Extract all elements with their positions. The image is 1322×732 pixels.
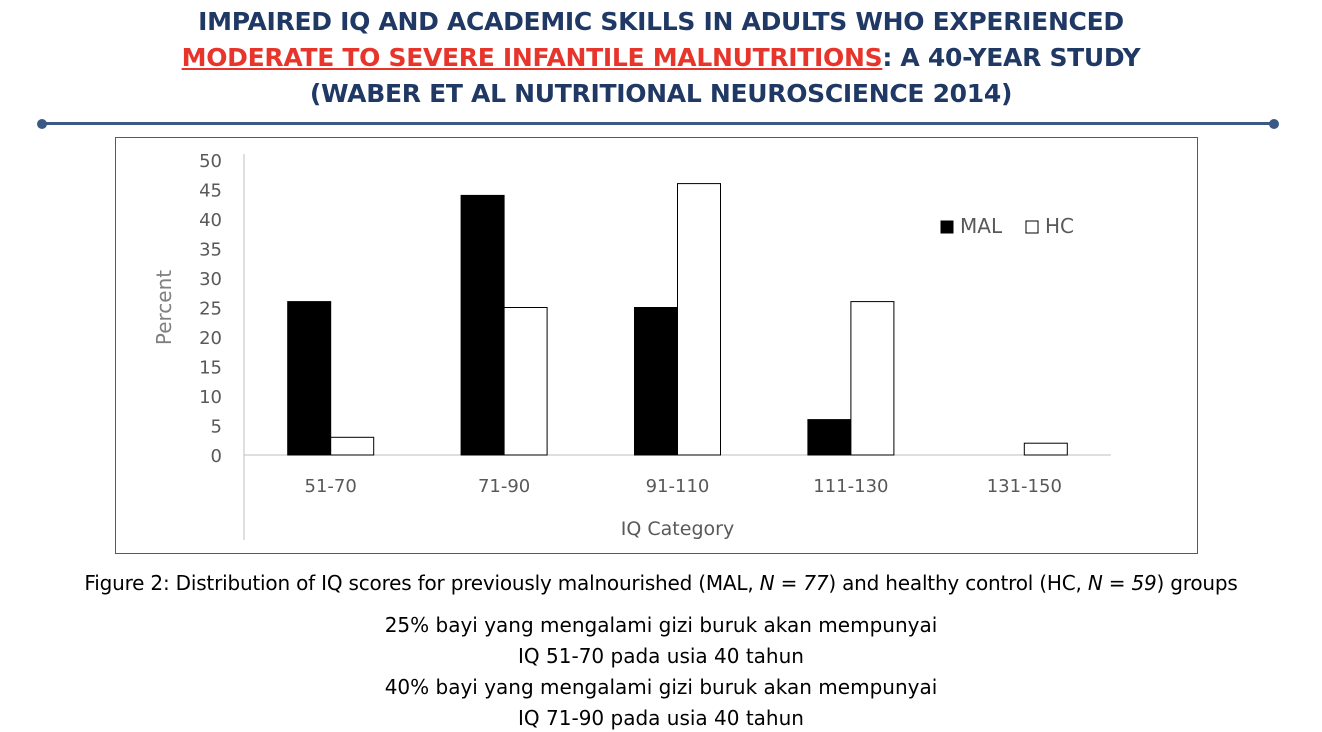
title-line-3: (WABER ET AL NUTRITIONAL NEUROSCIENCE 20… <box>309 79 1013 108</box>
y-tick-label: 0 <box>211 446 222 467</box>
y-tick-label: 15 <box>199 358 222 379</box>
title-line-1: IMPAIRED IQ AND ACADEMIC SKILLS IN ADULT… <box>198 7 1124 36</box>
y-tick-label: 5 <box>211 417 222 438</box>
caption-part-3: ) groups <box>1156 571 1238 595</box>
note-line-4: IQ 71-90 pada usia 40 tahun <box>518 706 804 730</box>
title-line-2-suffix: : A 40-YEAR STUDY <box>882 43 1141 72</box>
bar-mal <box>287 301 332 456</box>
legend-swatch-hc <box>1025 220 1039 234</box>
bar-hc <box>330 436 375 456</box>
divider-right-dot <box>1269 119 1279 129</box>
y-tick-label: 25 <box>199 299 222 320</box>
legend-swatch-mal <box>940 220 954 234</box>
y-tick-label: 45 <box>199 181 222 202</box>
x-tick-label: 51-70 <box>305 476 357 497</box>
y-tick-label: 20 <box>199 328 222 349</box>
bar-hc <box>503 307 548 456</box>
bar-hc <box>677 183 721 456</box>
divider-left-dot <box>37 119 47 129</box>
y-tick-label: 30 <box>199 269 222 290</box>
y-tick-label: 40 <box>199 210 222 231</box>
figure-caption: Figure 2: Distribution of IQ scores for … <box>0 571 1322 595</box>
title-line-2: MODERATE TO SEVERE INFANTILE MALNUTRITIO… <box>0 40 1322 76</box>
title-divider <box>42 122 1274 125</box>
legend-label-mal: MAL <box>960 214 1003 238</box>
bar-hc <box>1023 442 1068 456</box>
caption-part-1: Figure 2: Distribution of IQ scores for … <box>84 571 760 595</box>
y-tick-label: 35 <box>199 240 222 261</box>
bar-mal <box>634 307 678 456</box>
caption-hc-n: N = 59 <box>1087 571 1157 595</box>
title-highlight: MODERATE TO SEVERE INFANTILE MALNUTRITIO… <box>181 43 883 72</box>
y-axis-title: Percent <box>152 270 176 345</box>
note-line-2: IQ 51-70 pada usia 40 tahun <box>518 644 804 668</box>
caption-mal-n: N = 77 <box>759 571 829 595</box>
x-tick-label: 131-150 <box>987 476 1062 497</box>
x-tick-label: 111-130 <box>813 476 888 497</box>
y-tick-label: 10 <box>199 387 222 408</box>
x-tick-label: 71-90 <box>478 476 530 497</box>
x-axis-title: IQ Category <box>621 518 734 540</box>
caption-part-2: ) and healthy control (HC, <box>828 571 1088 595</box>
bar-mal <box>460 194 505 456</box>
bar-hc <box>850 301 895 456</box>
y-tick-label: 50 <box>199 151 222 172</box>
slide-title: IMPAIRED IQ AND ACADEMIC SKILLS IN ADULT… <box>0 4 1322 112</box>
bar-mal <box>807 419 852 456</box>
note-line-1: 25% bayi yang mengalami gizi buruk akan … <box>384 613 938 637</box>
legend-label-hc: HC <box>1045 214 1074 238</box>
x-tick-label: 91-110 <box>646 476 710 497</box>
note-line-3: 40% bayi yang mengalami gizi buruk akan … <box>384 675 938 699</box>
chart-frame: 0 5 10 15 20 25 30 35 40 45 50 Percent 51-70 71-90 91-… <box>115 137 1198 554</box>
bar-chart: 0 5 10 15 20 25 30 35 40 45 50 Percent 51-70 71-90 91-… <box>152 151 1111 540</box>
